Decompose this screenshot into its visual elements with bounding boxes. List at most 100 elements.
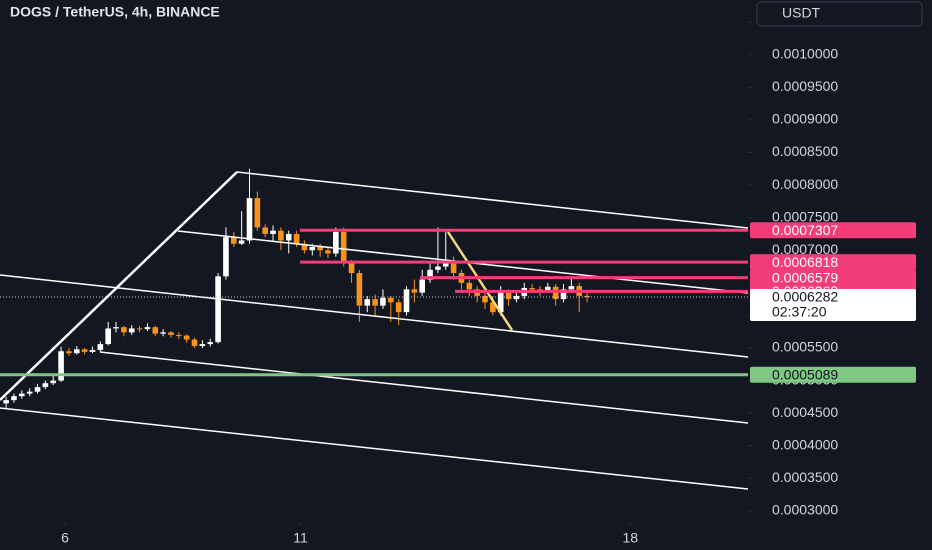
candle-body	[230, 237, 237, 244]
channel-line	[99, 351, 749, 424]
candle-body	[89, 349, 96, 352]
candle-body	[482, 295, 488, 303]
candle-body	[380, 297, 386, 306]
channel-line	[236, 171, 749, 229]
candle-body	[560, 289, 567, 300]
candle-body	[403, 289, 410, 313]
candle-body	[427, 269, 433, 280]
candle-body	[121, 327, 127, 333]
levels	[0, 228, 748, 377]
candle-body	[81, 349, 88, 352]
candle-body	[105, 328, 111, 345]
candle-body	[278, 230, 284, 241]
y-tick-label: 0.0007000	[772, 241, 838, 257]
candle-body	[529, 288, 535, 290]
y-tick-label: 0.0005500	[772, 339, 838, 355]
candle-body	[168, 332, 174, 335]
y-tick-label: 0.0004500	[772, 404, 838, 420]
candle-body	[545, 286, 551, 291]
candle-body	[66, 351, 72, 354]
candle-body	[301, 243, 308, 251]
candle-body	[199, 344, 206, 347]
candle-body	[215, 276, 221, 343]
price-tag	[750, 254, 916, 271]
candle-body	[411, 289, 418, 293]
candle-body	[152, 327, 159, 334]
y-tick-label: 0.0008000	[772, 176, 838, 192]
candle-body	[293, 233, 300, 244]
y-tick-label: 0.0010000	[772, 45, 838, 61]
candle-body	[450, 263, 457, 274]
x-tick-label: 6	[61, 530, 69, 546]
candle-body	[442, 263, 449, 267]
x-tick-label: 18	[622, 530, 638, 546]
y-tick-label: 0.0003000	[772, 502, 838, 518]
price-tag-label: 0.0006579	[772, 269, 838, 285]
candle-body	[285, 233, 292, 241]
candle-body	[568, 286, 575, 290]
candle-body	[191, 339, 198, 347]
candle-body	[58, 351, 64, 381]
price-tag-label: 0.0007307	[772, 222, 838, 238]
candle-body	[584, 295, 590, 298]
candle-body	[348, 263, 355, 274]
price-tag-label: 0.0006818	[772, 254, 838, 270]
x-tick-label: 11	[293, 530, 308, 546]
last-price-tag	[750, 289, 916, 322]
candle-body	[19, 393, 25, 397]
currency-label[interactable]: USDT	[782, 5, 821, 21]
price-tags: 0.00073070.00068180.00065790.00063680.00…	[750, 222, 916, 383]
plot-area	[3, 168, 590, 408]
candle-body	[497, 292, 504, 313]
candle-body	[26, 391, 33, 394]
candle-body	[490, 302, 496, 313]
candle-body	[333, 232, 339, 254]
candle-body	[372, 299, 378, 306]
candle-body	[42, 383, 49, 388]
drawings	[0, 171, 749, 490]
candle-body	[356, 273, 363, 306]
y-tick-label: 0.0009000	[772, 111, 838, 127]
candle-body	[419, 279, 426, 293]
candle-body	[325, 250, 331, 254]
candle-body	[160, 332, 166, 334]
candle-body	[11, 396, 17, 401]
candle-body	[395, 302, 402, 313]
countdown: 02:37:20	[772, 304, 827, 320]
candle-body	[183, 335, 190, 340]
candle-body	[246, 198, 253, 241]
candle-body	[97, 344, 104, 350]
candle-body	[466, 282, 473, 290]
candle-body	[317, 246, 323, 251]
candle-body	[435, 266, 441, 270]
candle-body	[128, 328, 135, 333]
candle-body	[505, 292, 512, 300]
candle-body	[238, 240, 245, 244]
y-tick-label: 0.0008500	[772, 143, 838, 159]
y-tick-label: 0.0007500	[772, 208, 838, 224]
candle-body	[50, 380, 57, 384]
candle-body	[364, 299, 371, 306]
chart-title: DOGS / TetherUS, 4h, BINANCE	[10, 4, 220, 20]
channel-line	[0, 274, 749, 358]
candle-body	[388, 297, 394, 303]
trend-line	[446, 231, 514, 331]
trend-line	[0, 171, 238, 401]
candle-body	[223, 237, 229, 277]
candle-body	[3, 400, 9, 404]
price-tag-label: 0.0005089	[772, 366, 838, 382]
candle-body	[136, 328, 143, 330]
candle-body	[340, 232, 347, 264]
y-tick-label: 0.0009500	[772, 78, 838, 94]
candle-body	[144, 327, 151, 330]
price-tag	[750, 366, 916, 383]
candle-body	[309, 246, 316, 251]
candle-body	[73, 349, 80, 354]
channel-line	[0, 407, 749, 490]
y-tick-label: 0.0003500	[772, 469, 838, 485]
currency-button[interactable]	[756, 1, 923, 27]
candle-body	[262, 227, 268, 234]
candle-body	[207, 342, 214, 345]
